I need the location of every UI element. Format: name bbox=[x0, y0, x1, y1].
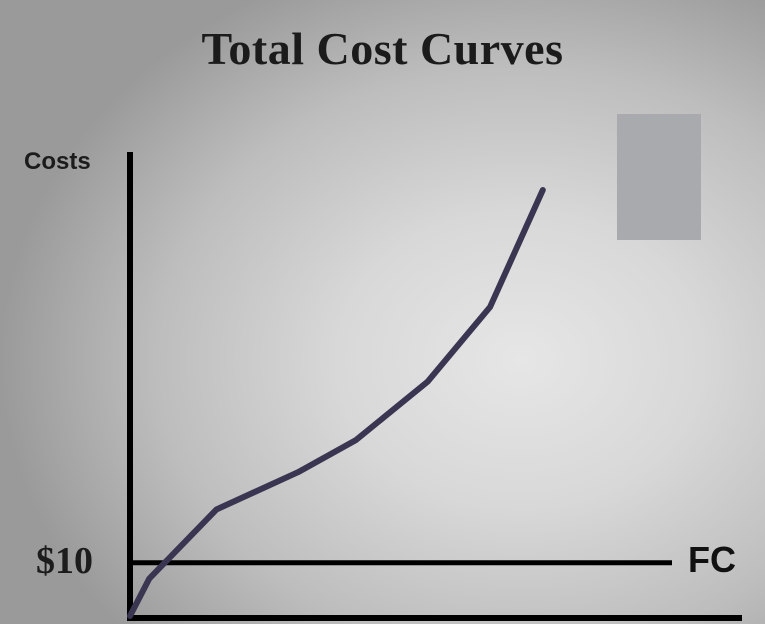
y-axis-label: Costs bbox=[24, 148, 91, 175]
overlay-box bbox=[617, 114, 701, 240]
fc-line-label: FC bbox=[688, 538, 736, 580]
fc-tick-label: $10 bbox=[36, 539, 93, 582]
chart-title: Total Cost Curves bbox=[201, 23, 564, 74]
total-cost-curve bbox=[127, 187, 546, 619]
